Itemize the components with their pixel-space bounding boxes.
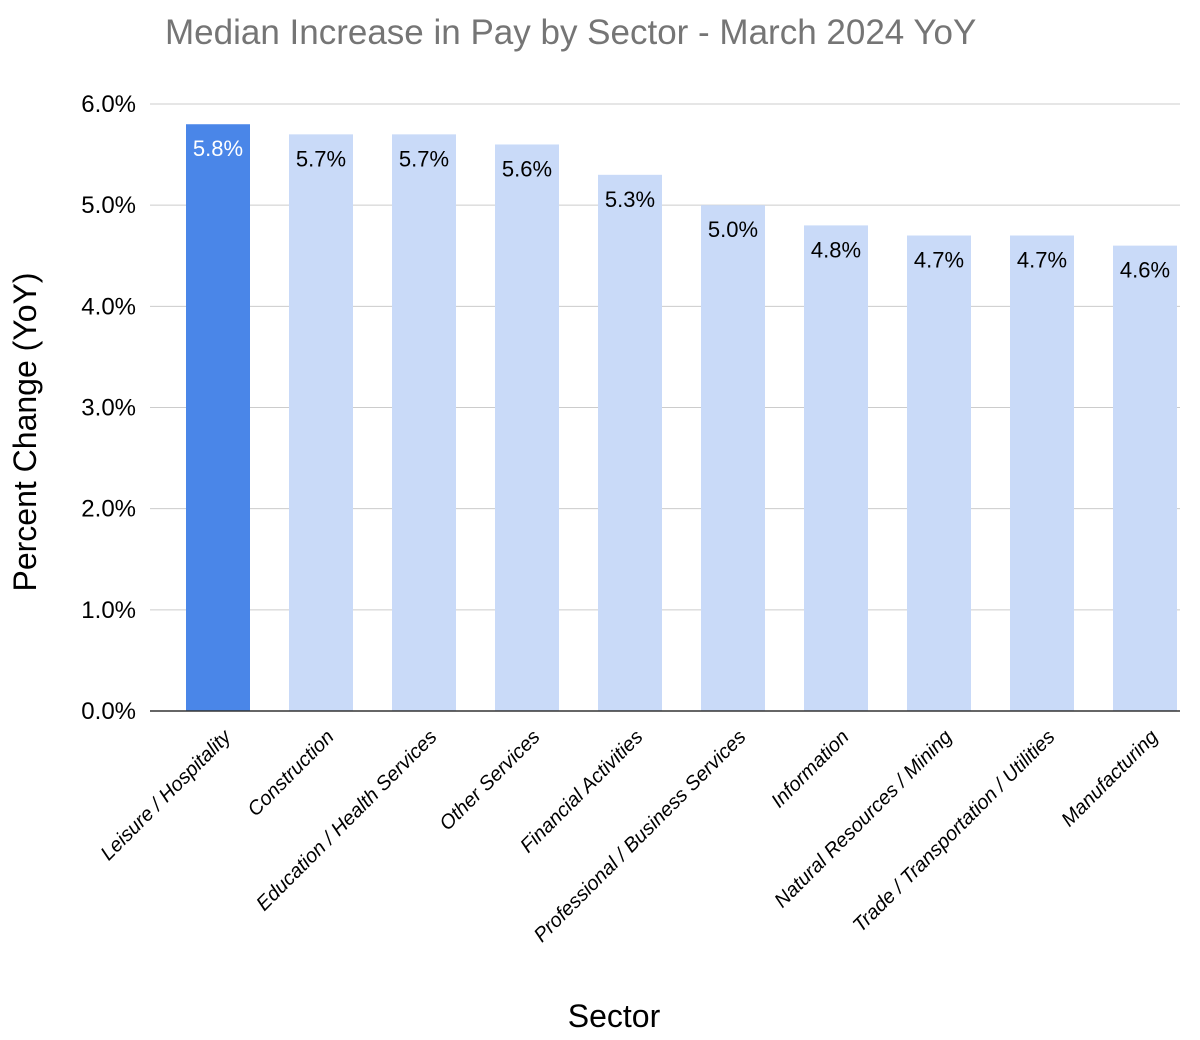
y-tick-label: 1.0% bbox=[81, 597, 136, 624]
bar bbox=[598, 174, 662, 712]
data-label: 5.8% bbox=[193, 136, 243, 161]
bar bbox=[1113, 245, 1177, 711]
x-tick-label: Manufacturing bbox=[1057, 726, 1162, 831]
y-tick-label: 4.0% bbox=[81, 293, 136, 320]
x-tick-label: Trade / Transportation / Utilities bbox=[849, 726, 1060, 937]
bar bbox=[804, 225, 868, 711]
y-tick-label: 6.0% bbox=[81, 91, 136, 118]
data-label: 4.7% bbox=[914, 248, 964, 273]
x-tick-label: Construction bbox=[244, 726, 339, 821]
x-tick-label: Natural Resources / Mining bbox=[770, 726, 956, 912]
x-tick-label: Education / Health Services bbox=[252, 726, 441, 915]
data-label: 4.8% bbox=[811, 237, 861, 262]
data-label: 5.3% bbox=[605, 187, 655, 212]
x-tick-label: Leisure / Hospitality bbox=[97, 725, 237, 865]
x-axis-title: Sector bbox=[568, 998, 661, 1034]
bar bbox=[701, 205, 765, 711]
data-label: 4.6% bbox=[1120, 258, 1170, 283]
chart-title: Median Increase in Pay by Sector - March… bbox=[165, 13, 976, 52]
x-axis-tick-labels: Leisure / Hospitality ConstructionEducati… bbox=[97, 725, 1163, 946]
x-tick-label: Professional / Business Services bbox=[530, 726, 751, 947]
x-tick-label: Information bbox=[767, 726, 853, 812]
data-label: 5.7% bbox=[296, 146, 346, 171]
bar bbox=[495, 144, 559, 711]
y-axis-title: Percent Change (YoY) bbox=[7, 272, 43, 591]
bar bbox=[907, 235, 971, 711]
data-labels: 5.8% 5.7% 5.7% 5.6% 5.3% 5.0% 4.8% 4.7% 4.7% 4.6% bbox=[193, 136, 1170, 282]
data-label: 4.7% bbox=[1017, 248, 1067, 273]
bar bbox=[1010, 235, 1074, 711]
y-tick-label: 2.0% bbox=[81, 496, 136, 523]
data-label: 5.7% bbox=[399, 146, 449, 171]
bar bbox=[289, 134, 353, 712]
y-axis-tick-labels: 0.0% 1.0% 2.0% 3.0% 4.0% 5.0% 6.0% bbox=[81, 91, 136, 725]
bar bbox=[392, 134, 456, 712]
data-label: 5.0% bbox=[708, 217, 758, 242]
bar bbox=[186, 124, 250, 711]
y-tick-label: 3.0% bbox=[81, 395, 136, 422]
y-tick-label: 5.0% bbox=[81, 192, 136, 219]
x-tick-label: Other Services bbox=[435, 726, 544, 835]
data-label: 5.6% bbox=[502, 156, 552, 181]
y-tick-label: 0.0% bbox=[81, 698, 136, 725]
bars bbox=[186, 124, 1177, 712]
